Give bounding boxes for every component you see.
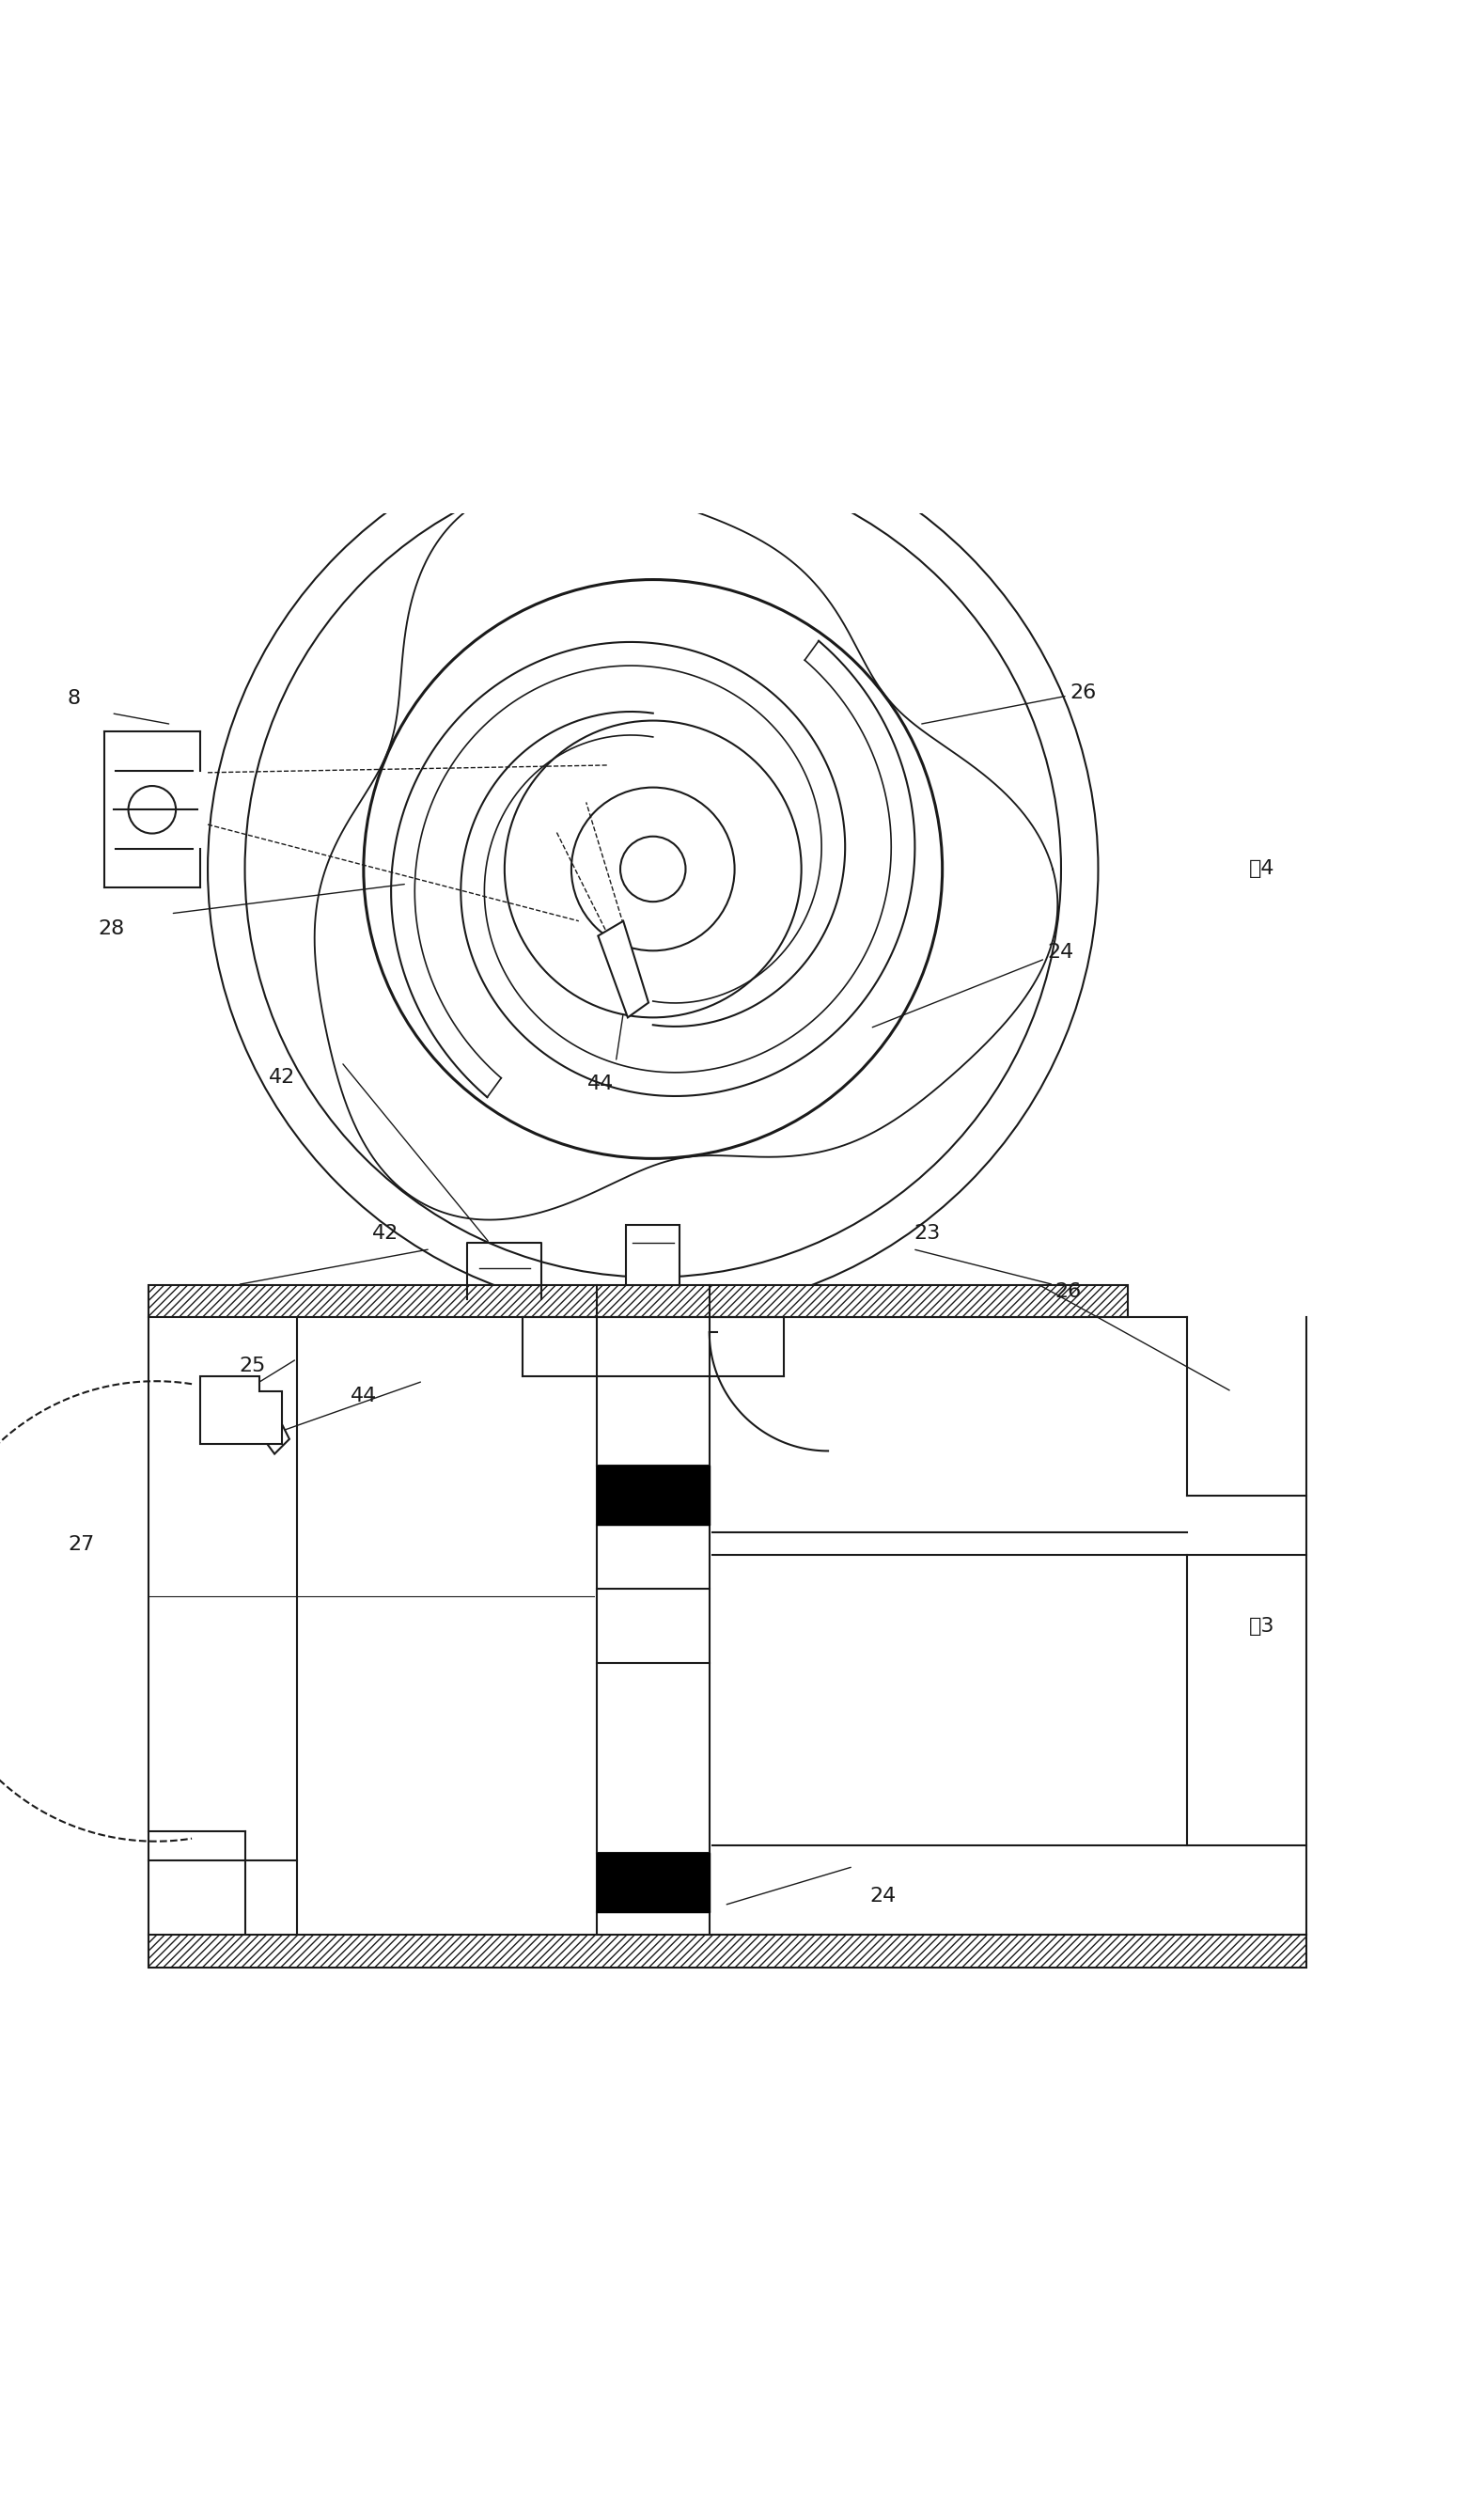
- Text: 8: 8: [68, 688, 80, 708]
- Text: 44: 44: [588, 1074, 614, 1094]
- Polygon shape: [245, 1396, 289, 1453]
- Text: 28: 28: [98, 919, 125, 939]
- Text: 图3: 图3: [1248, 1616, 1275, 1637]
- Text: 26: 26: [922, 683, 1097, 723]
- Bar: [148, 1285, 1128, 1318]
- Text: 44: 44: [350, 1386, 377, 1406]
- Text: 41: 41: [632, 1225, 659, 1242]
- Polygon shape: [626, 1225, 680, 1285]
- Text: 42: 42: [269, 1067, 295, 1087]
- Text: 42: 42: [372, 1225, 399, 1242]
- Polygon shape: [598, 921, 649, 1017]
- Text: 25: 25: [239, 1358, 266, 1375]
- Text: 图4: 图4: [1248, 858, 1275, 878]
- Text: 24: 24: [870, 1888, 896, 1905]
- Text: 27: 27: [68, 1536, 95, 1554]
- Text: 23: 23: [914, 1225, 941, 1242]
- Polygon shape: [200, 1375, 282, 1443]
- Text: 26: 26: [1055, 1283, 1082, 1303]
- Text: 24: 24: [873, 944, 1074, 1027]
- Polygon shape: [597, 1852, 709, 1913]
- Polygon shape: [597, 1466, 709, 1526]
- Bar: [148, 1935, 1306, 1968]
